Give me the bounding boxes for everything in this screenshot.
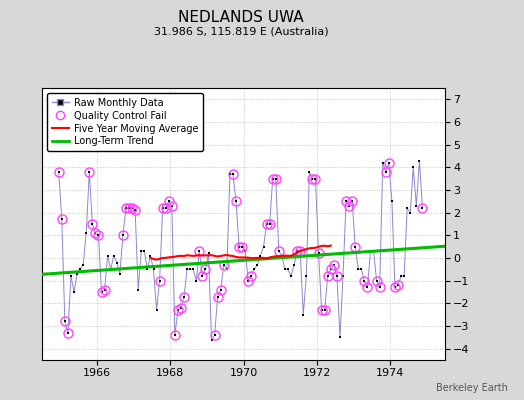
Text: 31.986 S, 115.819 E (Australia): 31.986 S, 115.819 E (Australia): [154, 26, 329, 36]
Legend: Raw Monthly Data, Quality Control Fail, Five Year Moving Average, Long-Term Tren: Raw Monthly Data, Quality Control Fail, …: [47, 93, 203, 151]
Text: NEDLANDS UWA: NEDLANDS UWA: [178, 10, 304, 25]
Text: Berkeley Earth: Berkeley Earth: [436, 383, 508, 393]
